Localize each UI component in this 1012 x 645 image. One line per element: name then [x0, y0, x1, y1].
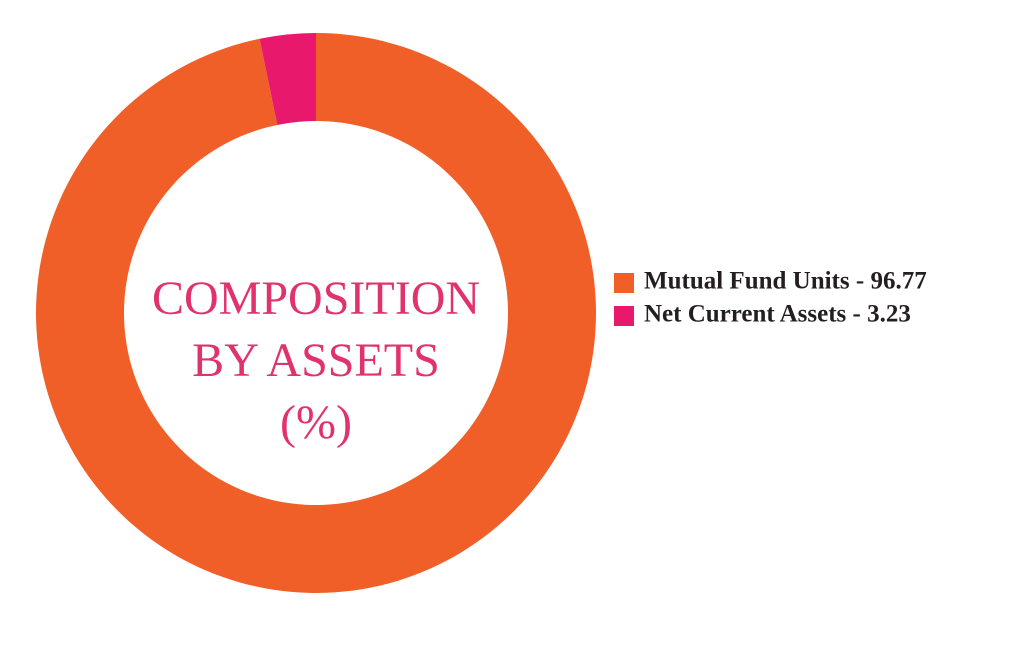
legend-label: Net Current Assets - 3.23	[644, 301, 911, 328]
legend-swatch	[614, 306, 634, 326]
donut-slice	[259, 33, 316, 125]
legend-swatch	[614, 273, 634, 293]
chart-title: COMPOSITION BY ASSETS (%)	[151, 272, 481, 449]
legend-label: Mutual Fund Units - 96.77	[644, 268, 927, 295]
donut-slice	[36, 33, 597, 593]
